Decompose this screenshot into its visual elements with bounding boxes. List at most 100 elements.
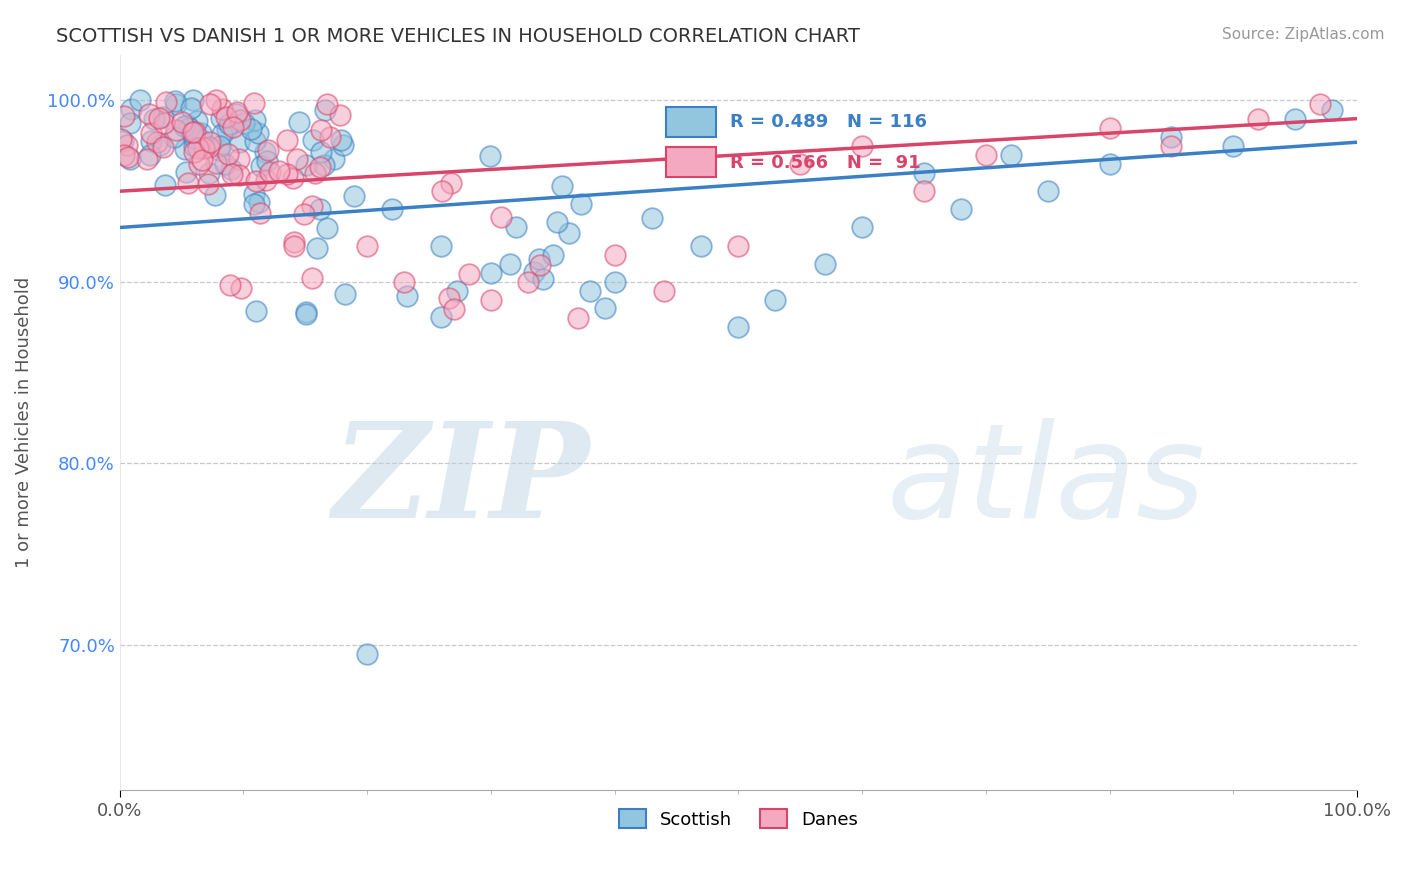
- Danes: [243, 96, 266, 111]
- Danes: [301, 199, 323, 213]
- Scottish: [603, 275, 626, 289]
- Scottish: [120, 102, 142, 116]
- Scottish: [242, 196, 264, 211]
- Danes: [245, 174, 267, 188]
- Danes: [851, 139, 873, 153]
- Scottish: [595, 301, 617, 315]
- Scottish: [228, 135, 250, 149]
- Danes: [226, 105, 249, 120]
- Legend: Scottish, Danes: Scottish, Danes: [612, 802, 865, 836]
- Danes: [440, 176, 463, 190]
- Scottish: [173, 119, 195, 133]
- Scottish: [430, 238, 453, 252]
- Danes: [117, 150, 139, 164]
- Scottish: [217, 122, 239, 136]
- Scottish: [118, 153, 141, 167]
- Danes: [603, 248, 626, 262]
- Scottish: [335, 286, 357, 301]
- Scottish: [233, 116, 256, 130]
- Danes: [309, 160, 332, 174]
- Scottish: [245, 304, 267, 318]
- Danes: [259, 165, 281, 179]
- Scottish: [765, 293, 787, 307]
- Danes: [145, 135, 167, 149]
- Danes: [276, 167, 298, 181]
- Danes: [567, 311, 589, 326]
- Scottish: [309, 145, 332, 160]
- Danes: [183, 145, 205, 159]
- Danes: [443, 302, 465, 317]
- Danes: [191, 153, 214, 168]
- Scottish: [180, 102, 202, 116]
- Danes: [219, 277, 242, 292]
- Danes: [228, 152, 250, 166]
- Danes: [138, 107, 160, 121]
- Danes: [204, 93, 226, 107]
- Danes: [217, 146, 239, 161]
- Scottish: [209, 112, 232, 126]
- Scottish: [541, 248, 564, 262]
- Scottish: [176, 118, 198, 132]
- Scottish: [152, 110, 174, 124]
- Danes: [152, 140, 174, 154]
- Danes: [229, 112, 252, 127]
- Scottish: [183, 139, 205, 153]
- Scottish: [183, 131, 205, 145]
- Text: atlas: atlas: [887, 417, 1206, 545]
- Danes: [222, 120, 245, 135]
- Danes: [652, 284, 675, 298]
- Scottish: [314, 103, 336, 118]
- Scottish: [139, 148, 162, 162]
- Scottish: [1284, 112, 1306, 126]
- Danes: [155, 95, 177, 110]
- Danes: [727, 238, 749, 252]
- Scottish: [330, 133, 353, 147]
- Scottish: [558, 226, 581, 240]
- Danes: [316, 96, 339, 111]
- Danes: [110, 131, 132, 145]
- Danes: [187, 140, 209, 154]
- Scottish: [181, 93, 204, 107]
- Danes: [789, 157, 811, 171]
- Scottish: [149, 137, 172, 152]
- Scottish: [165, 97, 187, 112]
- Danes: [197, 177, 219, 191]
- Scottish: [214, 157, 236, 171]
- Scottish: [288, 115, 311, 129]
- Danes: [115, 138, 138, 153]
- Scottish: [1000, 148, 1022, 162]
- Scottish: [314, 158, 336, 172]
- Scottish: [247, 195, 270, 210]
- Scottish: [163, 130, 186, 145]
- Scottish: [305, 242, 328, 256]
- Scottish: [814, 257, 837, 271]
- Scottish: [186, 114, 208, 128]
- Scottish: [322, 153, 344, 167]
- Scottish: [190, 126, 212, 140]
- Scottish: [247, 126, 270, 140]
- Danes: [141, 126, 163, 140]
- Danes: [135, 153, 157, 167]
- Scottish: [128, 93, 150, 107]
- Scottish: [174, 165, 197, 179]
- Danes: [292, 207, 315, 221]
- Scottish: [499, 257, 522, 271]
- Scottish: [243, 186, 266, 201]
- Danes: [285, 153, 308, 167]
- Danes: [198, 135, 221, 149]
- Danes: [205, 156, 228, 170]
- Danes: [184, 125, 207, 139]
- Scottish: [163, 94, 186, 108]
- Danes: [215, 111, 238, 125]
- Danes: [249, 206, 271, 220]
- Scottish: [295, 158, 318, 172]
- Scottish: [1222, 139, 1244, 153]
- Danes: [254, 172, 277, 186]
- Scottish: [198, 166, 221, 180]
- Text: SCOTTISH VS DANISH 1 OR MORE VEHICLES IN HOUSEHOLD CORRELATION CHART: SCOTTISH VS DANISH 1 OR MORE VEHICLES IN…: [56, 27, 860, 45]
- Danes: [517, 275, 540, 289]
- Danes: [211, 103, 233, 117]
- Scottish: [295, 305, 318, 319]
- Danes: [309, 123, 332, 137]
- Scottish: [1098, 157, 1121, 171]
